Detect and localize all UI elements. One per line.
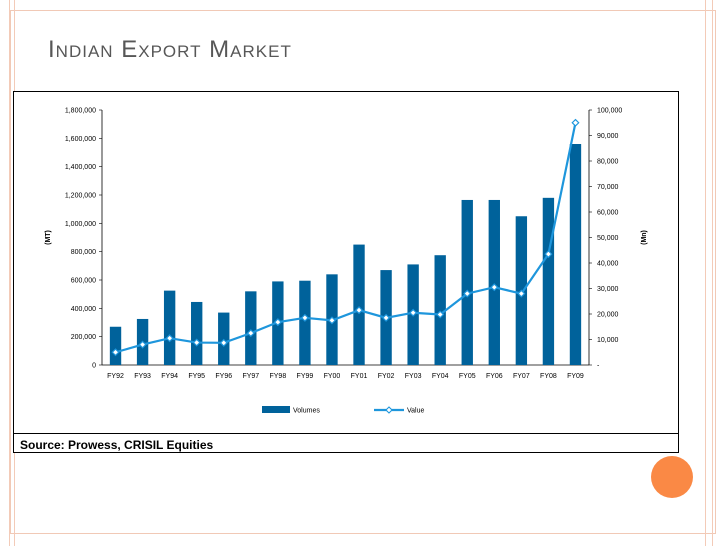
x-tick-label: FY08 — [540, 373, 557, 380]
x-tick-label: FY05 — [459, 373, 476, 380]
x-tick-label: FY99 — [297, 373, 314, 380]
y2-tick-label: - — [597, 363, 600, 370]
y2-tick-label: 80,000 — [597, 159, 619, 166]
volume-bar — [569, 144, 582, 365]
x-tick-label: FY01 — [351, 373, 368, 380]
value-point — [571, 118, 580, 127]
x-tick-label: FY94 — [161, 373, 178, 380]
y-tick-label: 800,000 — [71, 249, 96, 256]
x-tick-label: FY09 — [567, 373, 584, 380]
x-tick-label: FY93 — [134, 373, 151, 380]
source-note: Source: Prowess, CRISIL Equities — [20, 438, 214, 452]
decorative-orange-circle — [651, 456, 693, 498]
volume-bar — [245, 291, 257, 365]
x-tick-label: FY00 — [324, 373, 341, 380]
y-axis-label: (MT) — [45, 230, 52, 245]
volume-bar — [542, 197, 555, 365]
value-point — [517, 289, 526, 298]
y2-tick-label: 60,000 — [597, 210, 619, 217]
x-tick-label: FY07 — [513, 373, 530, 380]
y-tick-label: 1,400,000 — [65, 164, 96, 171]
y-tick-label: 1,600,000 — [65, 136, 96, 143]
x-tick-label: FY06 — [486, 373, 503, 380]
value-point — [436, 310, 445, 319]
value-point — [327, 316, 337, 325]
value-point — [409, 308, 418, 317]
value-point — [246, 329, 255, 338]
x-tick-label: FY95 — [188, 373, 205, 380]
x-tick-label: FY96 — [215, 373, 232, 380]
legend-value-label: Value — [407, 408, 424, 415]
y2-axis-label: (Mn) — [641, 230, 648, 245]
volume-bar — [163, 290, 176, 365]
legend-volumes-label: Volumes — [293, 408, 320, 415]
value-point — [544, 250, 553, 259]
x-tick-label: FY02 — [378, 373, 395, 380]
y-tick-label: 400,000 — [71, 306, 96, 313]
right-decor-line — [705, 0, 706, 546]
value-point — [192, 338, 201, 347]
slide-title: Indian Export Market — [48, 36, 292, 63]
right-decor-line-outer — [712, 0, 713, 546]
y2-tick-label: 70,000 — [597, 184, 619, 191]
volume-bar — [461, 199, 473, 365]
y-tick-label: 1,200,000 — [65, 193, 96, 200]
y2-tick-label: 100,000 — [597, 108, 622, 115]
y2-tick-label: 30,000 — [597, 286, 619, 293]
y2-tick-label: 20,000 — [597, 312, 619, 319]
x-tick-label: FY97 — [242, 373, 259, 380]
legend-value-marker — [385, 406, 393, 414]
x-tick-label: FY98 — [269, 373, 286, 380]
y-tick-label: 0 — [92, 363, 96, 370]
volume-bar — [353, 244, 365, 365]
volume-bar — [191, 301, 203, 365]
chart-container: 0 200,000 400,000 600,000 800,000 1,000,000 1,… — [13, 91, 679, 453]
value-point — [219, 338, 228, 347]
value-point — [138, 340, 147, 349]
slide-frame — [10, 10, 716, 534]
value-point — [382, 313, 391, 322]
value-point — [354, 306, 364, 315]
y2-tick-label: 90,000 — [597, 133, 619, 140]
x-tick-label: FY04 — [432, 373, 449, 380]
volume-bar — [109, 326, 122, 365]
y-tick-label: 1,800,000 — [65, 108, 96, 115]
volume-bar — [434, 255, 446, 365]
x-tick-label: FY92 — [107, 373, 124, 380]
y2-tick-label: 10,000 — [597, 337, 619, 344]
value-point — [300, 313, 309, 322]
y-tick-label: 200,000 — [71, 334, 96, 341]
source-divider — [14, 433, 678, 434]
volume-bar — [299, 280, 311, 365]
value-line — [115, 122, 577, 354]
value-point — [111, 348, 120, 357]
legend-volumes-swatch — [262, 406, 290, 413]
y-tick-label: 1,000,000 — [65, 221, 96, 228]
x-tick-label: FY03 — [405, 373, 422, 380]
y2-tick-label: 40,000 — [597, 261, 619, 268]
value-point — [165, 334, 174, 343]
value-point — [490, 283, 499, 292]
value-point — [273, 318, 282, 327]
left-decor-line — [9, 0, 10, 546]
volume-bar — [488, 199, 500, 365]
y2-tick-label: 50,000 — [597, 235, 619, 242]
export-chart: 0 200,000 400,000 600,000 800,000 1,000,000 1,… — [45, 108, 648, 415]
y-tick-label: 600,000 — [71, 278, 96, 285]
value-point — [463, 289, 472, 298]
